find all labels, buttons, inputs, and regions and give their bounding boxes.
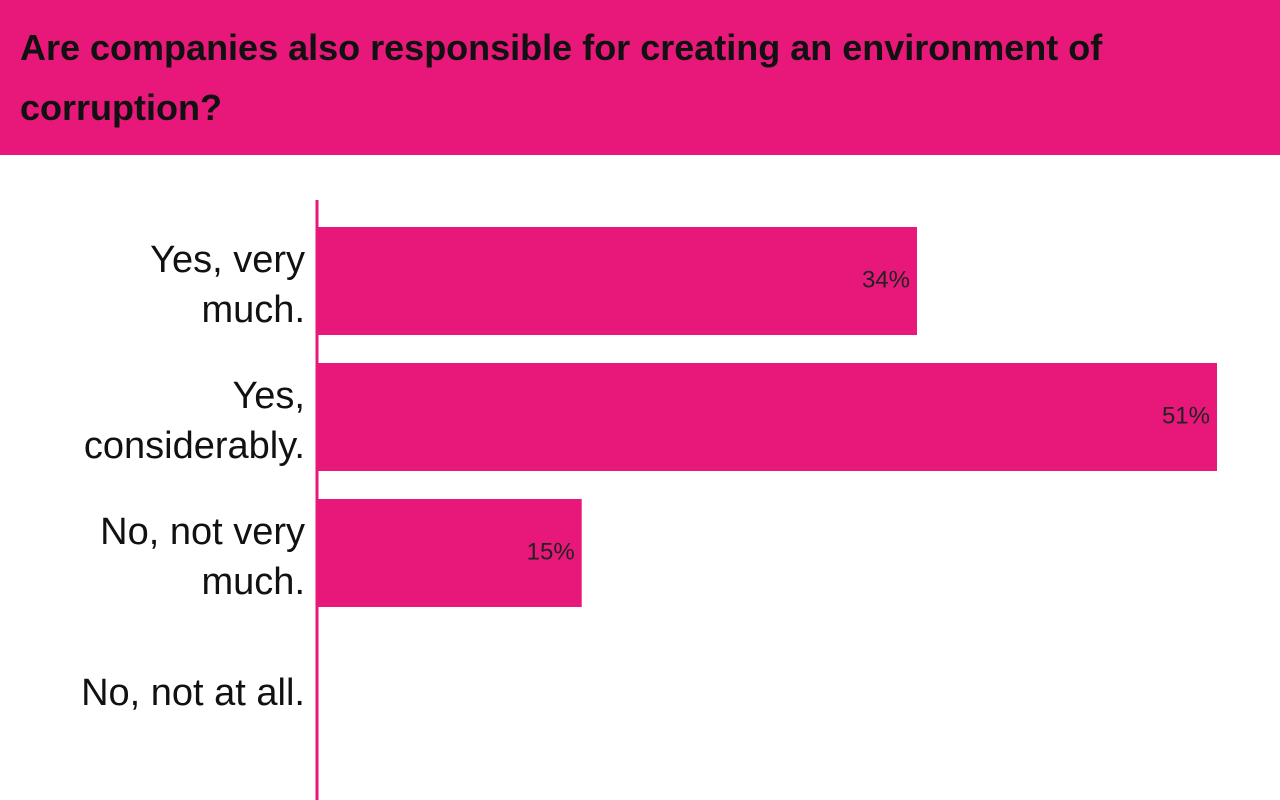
value-label: 51% (1162, 402, 1210, 429)
chart-title: Are companies also responsible for creat… (20, 27, 1103, 128)
chart: 34% 51% 15% (315, 200, 1217, 800)
category-label: No, not at all. (81, 672, 305, 714)
category-label: Yes, considerably. (83, 375, 305, 467)
header: Are companies also responsible for creat… (0, 0, 1280, 155)
bar (317, 363, 1217, 471)
category-label: No, not very much. (100, 511, 305, 603)
value-label: 15% (527, 538, 575, 565)
bar (317, 227, 917, 335)
value-label: 34% (862, 266, 910, 293)
bar (317, 499, 582, 607)
category-label: Yes, very much. (150, 239, 305, 331)
